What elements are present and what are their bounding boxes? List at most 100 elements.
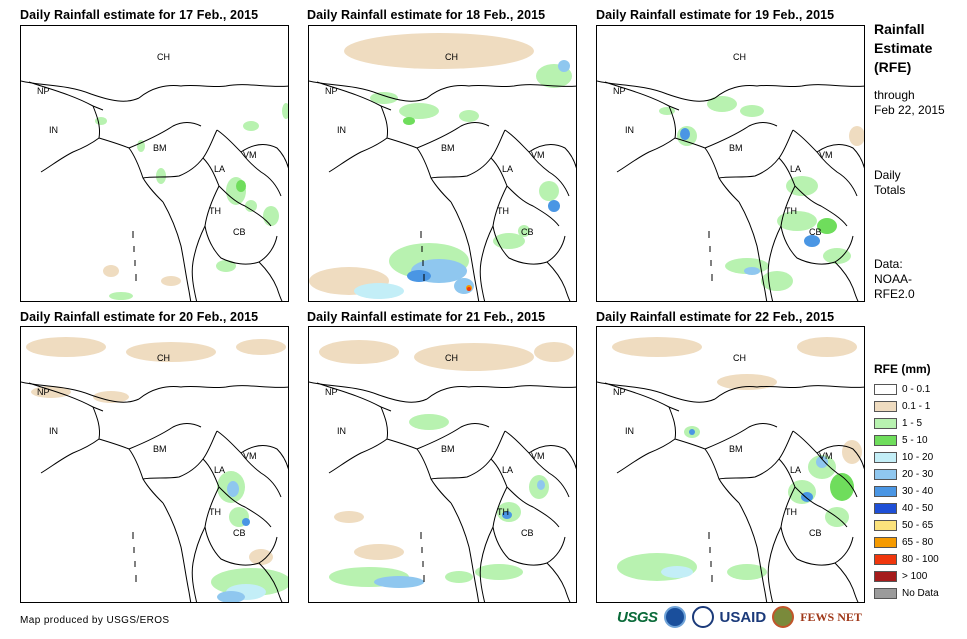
country-border <box>479 225 494 301</box>
legend-label: 0.1 - 1 <box>902 401 931 412</box>
rainfall-area <box>475 564 523 580</box>
legend-label: 20 - 30 <box>902 469 934 480</box>
panel-title-21-feb: Daily Rainfall estimate for 21 Feb., 201… <box>307 310 546 324</box>
rainfall-area <box>354 283 404 299</box>
legend-item: 50 - 65 <box>874 517 939 534</box>
country-border <box>450 502 480 602</box>
legend-label: 50 - 65 <box>902 520 934 531</box>
country-border <box>128 423 202 450</box>
country-border <box>420 532 425 582</box>
legend-item: 30 - 40 <box>874 483 939 500</box>
country-border <box>528 445 576 470</box>
sidebar-totals: Totals <box>874 183 906 197</box>
country-border <box>490 458 560 528</box>
sidebar-title-line3: (RFE) <box>874 59 912 75</box>
country-border <box>40 406 100 474</box>
legend-title: RFE (mm) <box>874 362 931 376</box>
fews-net-emblem-icon <box>772 606 795 628</box>
country-border <box>216 430 282 498</box>
country-border <box>258 562 283 602</box>
rainfall-area <box>242 518 250 526</box>
rainfall-area <box>689 429 695 435</box>
country-label-la: LA <box>214 465 226 475</box>
partner-logos: USGS USAID FEWS NET <box>617 606 862 628</box>
country-label-cb: CB <box>521 227 534 237</box>
noaa-logo-icon <box>663 606 686 628</box>
country-label-ch: CH <box>733 353 746 363</box>
rainfall-area <box>680 128 690 140</box>
sidebar-through-label: through <box>874 88 915 102</box>
country-label-th: TH <box>209 206 221 216</box>
legend-label: 0 - 0.1 <box>902 384 931 395</box>
map-panel-21-feb: CH NP IN BM LA VM TH CB <box>308 326 577 603</box>
sidebar-data-source1: NOAA- <box>874 272 913 286</box>
country-border <box>132 532 137 582</box>
usaid-logo: USAID <box>719 608 767 626</box>
rainfall-area <box>612 337 702 357</box>
legend-item: 40 - 50 <box>874 500 939 517</box>
rainfall-area <box>830 473 854 501</box>
rainfall-area <box>403 117 415 125</box>
country-label-th: TH <box>497 507 509 517</box>
country-label-bm: BM <box>441 143 455 153</box>
legend-swatch <box>874 418 897 429</box>
country-label-th: TH <box>785 507 797 517</box>
legend-label: 10 - 20 <box>902 452 934 463</box>
rainfall-area <box>823 248 851 264</box>
country-border <box>240 445 288 470</box>
rainfall-area <box>236 180 246 192</box>
rainfall-area <box>319 340 399 364</box>
country-border <box>450 201 480 301</box>
legend: 0 - 0.1 0.1 - 1 1 - 5 5 - 10 10 - 20 20 - 30 3… <box>874 381 939 602</box>
rainfall-area <box>445 571 473 583</box>
country-border <box>328 105 388 173</box>
country-border <box>708 532 713 582</box>
country-label-np: NP <box>325 86 338 96</box>
country-border <box>416 423 490 450</box>
country-label-np: NP <box>37 387 50 397</box>
country-border <box>162 201 192 301</box>
rainfall-area <box>744 267 760 275</box>
legend-item: 1 - 5 <box>874 415 939 432</box>
rainfall-area <box>103 265 119 277</box>
sidebar-daily-totals: Daily Totals <box>874 168 964 198</box>
country-label-bm: BM <box>729 143 743 153</box>
rainfall-area <box>26 337 106 357</box>
country-border <box>162 502 192 602</box>
rainfall-area <box>282 103 288 119</box>
rainfall-area <box>801 492 813 502</box>
rainfall-area <box>156 168 166 184</box>
legend-swatch <box>874 520 897 531</box>
rainfall-area <box>399 103 439 119</box>
country-border <box>328 406 388 474</box>
rainfall-map <box>597 337 864 602</box>
rainfall-area <box>707 96 737 112</box>
rainfall-area <box>502 511 512 519</box>
legend-swatch <box>874 401 897 412</box>
sidebar-title-line2: Estimate <box>874 40 933 56</box>
country-label-in: IN <box>337 426 346 436</box>
country-border <box>98 438 164 504</box>
rainfall-area <box>558 60 570 72</box>
rainfall-area <box>467 287 471 291</box>
country-border <box>778 157 848 227</box>
rainfall-area <box>786 176 818 196</box>
country-border <box>21 381 140 403</box>
country-border <box>309 381 428 403</box>
legend-item: 65 - 80 <box>874 534 939 551</box>
rainfall-area <box>409 414 449 430</box>
country-border <box>778 458 848 528</box>
rainfall-area <box>659 107 675 115</box>
rainfall-area <box>126 342 216 362</box>
country-label-in: IN <box>625 426 634 436</box>
legend-swatch <box>874 571 897 582</box>
country-border <box>216 129 282 197</box>
map-panel-20-feb: CH NP IN BM LA VM TH CB <box>20 326 289 603</box>
rainfall-area <box>804 235 820 247</box>
country-border <box>426 385 576 400</box>
country-border <box>834 261 859 301</box>
rainfall-area <box>236 339 286 355</box>
panel-title-17-feb: Daily Rainfall estimate for 17 Feb., 201… <box>20 8 259 22</box>
country-label-vm: VM <box>531 451 545 461</box>
country-label-la: LA <box>790 465 802 475</box>
